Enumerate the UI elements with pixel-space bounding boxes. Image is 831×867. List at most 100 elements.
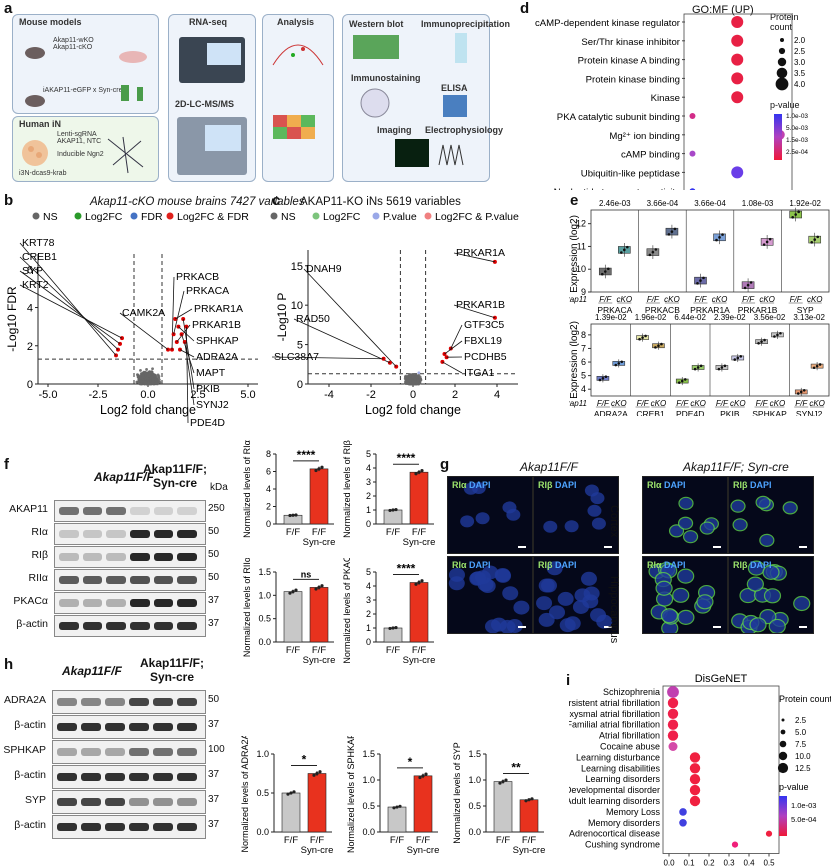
g-row1-label: Cortex bbox=[608, 505, 620, 538]
e-pvalue: 2.46e-03 bbox=[599, 199, 631, 208]
disgenet-size-dot bbox=[779, 740, 787, 748]
blot-band bbox=[82, 507, 103, 515]
e-point bbox=[651, 250, 655, 254]
go-color-bar bbox=[774, 114, 782, 160]
bar-ytick-label: 1.5 bbox=[258, 567, 271, 577]
bar-ylabel: Normalized levels of RIβ bbox=[342, 440, 352, 538]
go-size-legend-label: 3.5 bbox=[794, 69, 806, 78]
microscopy-cells bbox=[731, 560, 811, 633]
legend-label: NS bbox=[281, 211, 296, 223]
nucleus bbox=[730, 499, 746, 513]
bar-ytick-label: 0.0 bbox=[256, 827, 269, 837]
blot-band bbox=[105, 748, 125, 756]
e-pvalue: 1.92e-02 bbox=[789, 199, 821, 208]
go-term-label: Ubiquitin-like peptidase bbox=[581, 168, 680, 179]
bar-point bbox=[498, 781, 502, 785]
e-point bbox=[617, 362, 621, 365]
e-group-label: cKO bbox=[651, 399, 667, 408]
disgenet-dot bbox=[731, 841, 739, 848]
go-size-legend-label: 3.0 bbox=[794, 58, 806, 67]
go-color-legend-label: 1.5e-03 bbox=[786, 137, 808, 144]
volcano-point bbox=[152, 373, 156, 377]
e-point bbox=[693, 367, 697, 371]
e-group-label: F/F bbox=[597, 399, 610, 408]
gene-label: PRKAR1A bbox=[456, 247, 505, 259]
blot-row-label: β-actin bbox=[14, 819, 46, 831]
cell-icons bbox=[22, 136, 144, 174]
blot-strip bbox=[54, 615, 206, 637]
bar-ytick-label: 8 bbox=[266, 449, 271, 459]
blot-band bbox=[153, 553, 174, 561]
disgenet-term: Learning disturbance bbox=[576, 752, 660, 762]
e-point bbox=[765, 240, 769, 244]
e-ytick-label: 8 bbox=[581, 330, 586, 340]
go-dot bbox=[731, 16, 744, 28]
volcano-point bbox=[416, 378, 420, 382]
disgenet-xtick-label: 0.4 bbox=[743, 859, 755, 867]
blot-band bbox=[59, 553, 79, 561]
go-legend-color-title: p-value bbox=[770, 100, 800, 110]
go-dot bbox=[731, 166, 744, 179]
bar-point bbox=[291, 513, 295, 517]
y-tick-label: 5 bbox=[297, 340, 303, 352]
blot-band bbox=[59, 507, 79, 515]
blot-band bbox=[81, 773, 101, 781]
immuno-title: Immunostaining bbox=[351, 73, 421, 83]
stain-label: RIβ bbox=[538, 480, 555, 490]
disgenet-dot bbox=[689, 795, 701, 807]
e-group-label: cKO bbox=[712, 295, 728, 304]
e-point bbox=[799, 390, 803, 394]
bar-ytick-label: 0.5 bbox=[256, 788, 269, 798]
bar-ytick-label: 1.0 bbox=[468, 775, 481, 785]
e-group-label: F/F bbox=[637, 399, 650, 408]
disgenet-xtick-label: 0.3 bbox=[723, 859, 735, 867]
h-group2-label: Akap11F/F; Syn-cre bbox=[139, 656, 205, 684]
go-term-label: Ser/Thr kinase inhibitor bbox=[581, 37, 680, 48]
go-size-legend-dot bbox=[775, 77, 789, 91]
bar-point bbox=[288, 591, 292, 595]
e-group-label: F/F bbox=[599, 295, 612, 304]
bar bbox=[519, 799, 539, 833]
go-size-legend-label: 2.0 bbox=[794, 36, 806, 45]
disgenet-dot bbox=[765, 830, 773, 837]
volcano-point bbox=[413, 380, 417, 384]
e-point bbox=[638, 337, 641, 341]
blot-band bbox=[177, 530, 197, 538]
disgenet-size-dot bbox=[780, 729, 786, 735]
labeled-point bbox=[170, 347, 174, 352]
blot-band bbox=[177, 599, 197, 607]
disgenet-dot bbox=[667, 697, 679, 709]
y-tick-label: 0 bbox=[297, 379, 303, 391]
e-point bbox=[802, 388, 806, 392]
e-group-label: F/F bbox=[676, 399, 689, 408]
gene-label: SLC38A7 bbox=[274, 351, 319, 363]
microscopy-image: RIβ DAPI bbox=[533, 556, 619, 634]
bar-xlabel-sub: Syn-cre bbox=[301, 845, 334, 856]
e-group-label: cKO bbox=[759, 295, 775, 304]
bar-xlabel-sub: Syn-cre bbox=[513, 845, 546, 856]
human-in-title: Human iN bbox=[19, 119, 62, 129]
disgenet-size-label: 10.0 bbox=[795, 752, 811, 761]
bar bbox=[409, 582, 429, 643]
volcano-point bbox=[156, 373, 160, 377]
e-point bbox=[680, 379, 684, 383]
label-arrow bbox=[444, 340, 463, 355]
nucleus bbox=[557, 591, 574, 606]
e-point bbox=[757, 341, 760, 345]
bar-point bbox=[320, 584, 324, 588]
e-group-label: cKO bbox=[664, 295, 680, 304]
blot-band bbox=[129, 723, 149, 731]
legend-dot bbox=[130, 212, 138, 220]
e-point bbox=[791, 215, 794, 219]
dapi-label: DAPI bbox=[750, 560, 772, 570]
x-tick-label: -2 bbox=[366, 389, 376, 401]
volcano-point bbox=[145, 368, 148, 371]
bar bbox=[493, 781, 513, 833]
blot-band bbox=[57, 773, 77, 781]
nucleus bbox=[655, 580, 673, 596]
e-ylabel-bottom: Expression (log2) bbox=[569, 321, 580, 399]
go-term-label: Mg²⁺ ion binding bbox=[609, 131, 680, 142]
legend-label: FDR bbox=[141, 211, 163, 223]
go-size-legend-dot bbox=[778, 47, 786, 55]
label-arrow bbox=[303, 268, 397, 367]
